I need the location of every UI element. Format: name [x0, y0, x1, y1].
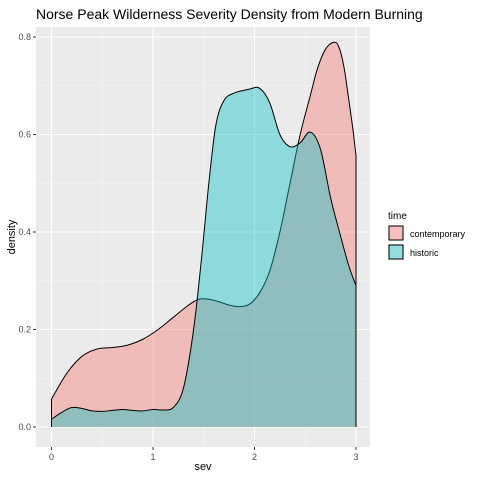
plot-panel: [36, 27, 370, 447]
x-axis: 0 1 2 3: [49, 447, 359, 462]
legend-label-historic: historic: [410, 248, 439, 258]
x-axis-title: sev: [194, 461, 212, 473]
legend-label-contemporary: contemporary: [410, 229, 466, 239]
legend-key-bg-contemporary: [388, 225, 404, 241]
density-areas: [51, 41, 357, 428]
legend-swatch-historic: [388, 244, 404, 260]
chart-title: Norse Peak Wilderness Severity Density f…: [36, 6, 423, 22]
x-tick-label: 1: [150, 452, 155, 462]
y-tick-label: 0.2: [18, 325, 31, 335]
y-tick-label: 0.8: [18, 32, 31, 42]
y-axis: 0.0 0.2 0.4 0.6 0.8: [18, 32, 36, 432]
y-tick-label: 0.6: [18, 130, 31, 140]
x-tick-label: 0: [49, 452, 54, 462]
legend: time contemporary historic: [388, 211, 466, 260]
outline-historic: [51, 86, 357, 427]
y-axis-title: density: [6, 219, 18, 254]
legend-title: time: [388, 211, 407, 222]
x-tick-label: 2: [252, 452, 257, 462]
x-tick-label: 3: [353, 452, 358, 462]
legend-keys: contemporary historic: [388, 225, 466, 260]
y-tick-label: 0.0: [18, 422, 31, 432]
outline-contemporary: [51, 41, 357, 427]
area-contemporary: [51, 42, 356, 428]
legend-swatch-contemporary: [388, 225, 404, 241]
y-tick-label: 0.4: [18, 227, 31, 237]
legend-key-bg-historic: [388, 244, 404, 260]
area-historic: [51, 87, 356, 428]
